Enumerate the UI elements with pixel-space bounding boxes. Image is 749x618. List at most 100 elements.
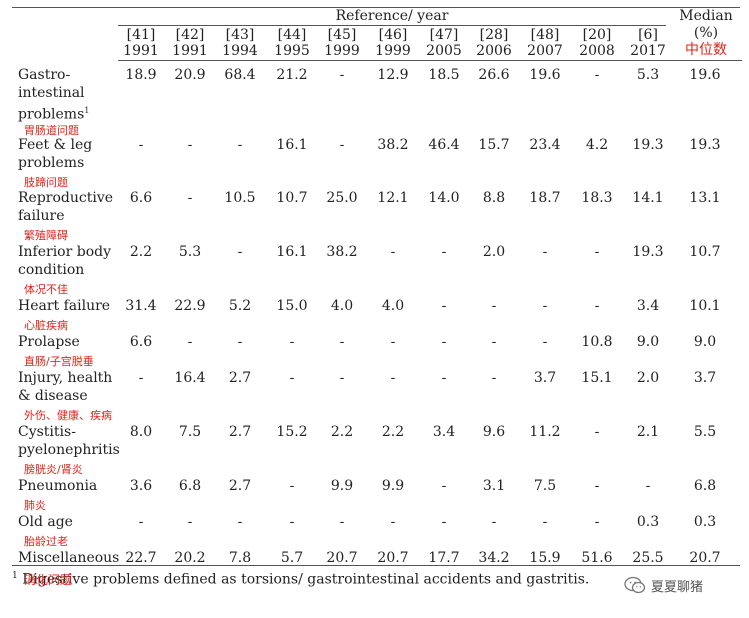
table-top-rule [12, 7, 740, 8]
table-cell: 0.3 [636, 514, 660, 530]
column-reference: [45] [327, 27, 357, 43]
table-cell: - [289, 334, 295, 350]
table-cell: 21.2 [276, 67, 308, 83]
table-cell: 2.7 [228, 370, 252, 386]
table-cell: - [441, 370, 447, 386]
table-cell: - [594, 298, 600, 314]
table-cell: 7.5 [178, 424, 202, 440]
column-header: [48] 2007 [520, 27, 570, 59]
row-label-text: Inferior body [18, 244, 112, 260]
table-cell: 19.6 [529, 67, 561, 83]
table-cell: 5.3 [178, 244, 202, 260]
table-cell: - [339, 370, 345, 386]
row-label: Prolapse [18, 333, 130, 351]
row-label: Cystitis-pyelonephritis [18, 423, 130, 459]
row-label: Miscellaneous [18, 549, 130, 567]
table-cell: 16.1 [276, 244, 308, 260]
row-label-text: Cystitis- [18, 424, 76, 440]
table-cell: - [645, 478, 651, 494]
column-year: 2005 [426, 43, 462, 59]
table-cell: 2.1 [636, 424, 660, 440]
row-label-text: Miscellaneous [18, 550, 120, 566]
row-label-line: Prolapse [18, 333, 130, 351]
table-cell: 20.7 [326, 550, 358, 566]
table-cell: - [542, 298, 548, 314]
column-reference: [41] [126, 27, 156, 43]
table-cell: 3.7 [533, 370, 557, 386]
table-cell: - [491, 370, 497, 386]
table-cell: 20.7 [377, 550, 409, 566]
table-cell: 18.5 [428, 67, 460, 83]
column-year: 1994 [222, 43, 258, 59]
table-cell: 7.8 [228, 550, 252, 566]
median-cell: 9.0 [693, 334, 717, 350]
table-cell: - [237, 137, 243, 153]
table-cell: 12.1 [377, 190, 409, 206]
row-label-text: intestinal [18, 85, 85, 101]
column-header: [44] 1995 [267, 27, 317, 59]
column-year: 2017 [630, 43, 666, 59]
footnote-text: Digestive problems defined as torsions/ … [22, 571, 590, 588]
median-label: Median [679, 8, 733, 24]
table-cell: 22.9 [174, 298, 206, 314]
table-cell: 5.7 [280, 550, 304, 566]
column-reference: [44] [277, 27, 307, 43]
median-cell: 0.3 [693, 514, 717, 530]
row-label: Injury, health & disease [18, 369, 130, 405]
median-unit: (%) [693, 25, 719, 41]
row-label-text: Old age [18, 514, 73, 530]
row-label-text: Reproductive [18, 190, 114, 206]
row-label-text: Pneumonia [18, 478, 98, 494]
table-cell: - [339, 67, 345, 83]
table-cell: 18.3 [581, 190, 613, 206]
table-cell: 2.2 [381, 424, 405, 440]
median-cell: 3.7 [693, 370, 717, 386]
table-cell: - [339, 137, 345, 153]
table-cell: 25.0 [326, 190, 358, 206]
row-label-text: Heart failure [18, 298, 111, 314]
table-cell: - [187, 137, 193, 153]
table-cell: - [187, 514, 193, 530]
table-cell: - [237, 244, 243, 260]
table-cell: 9.0 [636, 334, 660, 350]
row-cn-annotation: 膀胱炎/肾炎 [24, 463, 83, 476]
row-label-line: pyelonephritis [18, 441, 130, 459]
table-cell: 2.2 [129, 244, 153, 260]
table-cell: - [187, 334, 193, 350]
row-label-text: & disease [18, 388, 88, 404]
row-label-line: condition [18, 261, 130, 279]
table-cell: 38.2 [326, 244, 358, 260]
row-label-line: failure [18, 207, 130, 225]
table-cell: - [237, 334, 243, 350]
table-cell: 15.2 [276, 424, 308, 440]
column-year: 1999 [324, 43, 360, 59]
row-label-text: pyelonephritis [18, 442, 120, 458]
footnote-ref-marker: 1 [84, 106, 90, 115]
column-reference: [47] [429, 27, 459, 43]
table-cell: 2.7 [228, 424, 252, 440]
table-cell: 9.9 [381, 478, 405, 494]
row-cn-annotation: 肺炎 [24, 499, 46, 512]
table-cell: 6.6 [129, 334, 153, 350]
table-cell: 8.8 [482, 190, 506, 206]
row-label-text: condition [18, 262, 85, 278]
median-cell: 10.1 [689, 298, 721, 314]
table-cell: 31.4 [125, 298, 157, 314]
row-label: Pneumonia [18, 477, 130, 495]
median-cell: 13.1 [689, 190, 721, 206]
row-cn-annotation: 胃肠道问题 [24, 124, 79, 137]
table-cell: 16.4 [174, 370, 206, 386]
median-cell: 19.3 [689, 137, 721, 153]
table-cell: - [491, 514, 497, 530]
table-cell: 11.2 [529, 424, 561, 440]
row-label-text: Injury, health [18, 370, 113, 386]
column-header: [42] 1991 [165, 27, 215, 59]
row-label-line: Pneumonia [18, 477, 130, 495]
row-label-text: Feet & leg [18, 137, 93, 153]
table-cell: 2.7 [228, 478, 252, 494]
table-cell: - [594, 478, 600, 494]
table-cell: 34.2 [478, 550, 510, 566]
reference-header-rule [118, 25, 666, 26]
table-cell: - [187, 190, 193, 206]
